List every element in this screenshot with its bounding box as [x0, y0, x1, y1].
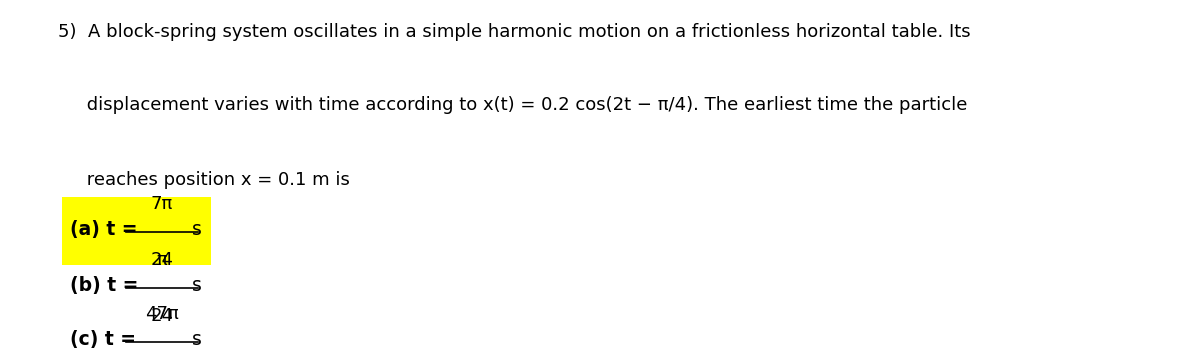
Text: (c) t =: (c) t = [70, 330, 136, 349]
Text: s: s [192, 220, 202, 239]
Text: 24: 24 [150, 251, 174, 269]
Text: 5)  A block-spring system oscillates in a simple harmonic motion on a frictionle: 5) A block-spring system oscillates in a… [58, 23, 971, 41]
Text: π: π [157, 251, 167, 269]
Text: 24: 24 [150, 307, 174, 325]
Text: 7π: 7π [151, 195, 173, 213]
Text: s: s [192, 330, 202, 349]
FancyBboxPatch shape [62, 197, 211, 265]
Text: (a) t =: (a) t = [70, 220, 137, 239]
Text: 47π: 47π [145, 305, 179, 323]
Text: (b) t =: (b) t = [70, 276, 138, 295]
Text: s: s [192, 276, 202, 295]
Text: displacement varies with time according to x(t) = 0.2 cos(2t − π/4). The earlies: displacement varies with time according … [58, 96, 967, 114]
Text: reaches position x = 0.1 m is: reaches position x = 0.1 m is [58, 171, 349, 189]
